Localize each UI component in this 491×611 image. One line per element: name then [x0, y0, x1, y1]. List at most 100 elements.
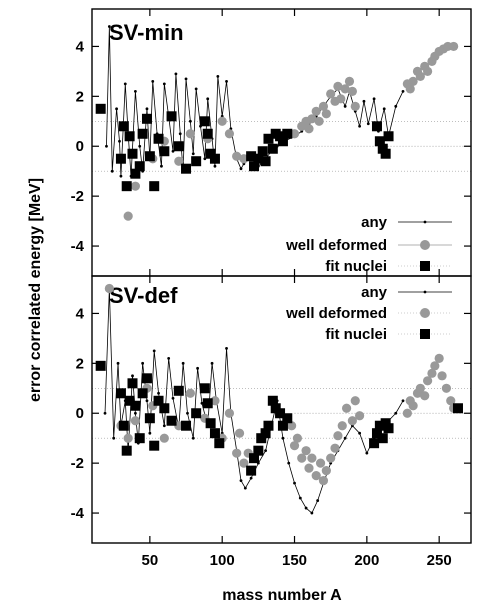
data-point [115, 388, 126, 399]
data-point [358, 124, 362, 128]
data-point [402, 408, 412, 418]
y-tick-label: -4 [71, 505, 85, 522]
legend-label-any: any [361, 214, 388, 231]
x-tick-label: 200 [354, 552, 379, 569]
data-point [318, 476, 329, 486]
data-point [383, 423, 394, 434]
data-point [394, 104, 398, 108]
data-point [371, 428, 382, 439]
data-point [423, 376, 433, 386]
data-point [239, 458, 249, 468]
data-point [103, 411, 107, 415]
data-point [321, 109, 331, 119]
data-point [124, 395, 135, 406]
legend-label-well-deformed: well deformed [285, 237, 387, 254]
data-point [239, 167, 243, 171]
data-point [437, 371, 447, 381]
data-point [173, 141, 184, 152]
series-line [106, 26, 404, 177]
data-point [315, 458, 326, 468]
data-point [181, 420, 192, 431]
data-point [333, 431, 343, 441]
data-point [112, 436, 116, 440]
data-point [249, 161, 260, 172]
data-point [144, 413, 155, 424]
data-point [196, 366, 199, 370]
data-point [355, 411, 365, 421]
data-point [224, 129, 235, 139]
data-point [191, 436, 195, 440]
plot-frame [91, 275, 472, 544]
series-fit-nuclei [95, 360, 463, 476]
data-point [134, 161, 145, 172]
legend: any well deformed fit nuclei [285, 214, 452, 275]
data-point [374, 136, 385, 147]
data-point [267, 395, 278, 406]
data-point [277, 136, 288, 147]
panel-title: SV-def [109, 283, 178, 308]
data-point [289, 441, 300, 451]
data-point [153, 395, 164, 406]
data-point [408, 76, 418, 86]
data-point [415, 383, 425, 393]
y-axis-title-group: error correlated energy [MeV] [27, 178, 44, 402]
data-point [130, 400, 141, 411]
data-point [224, 408, 235, 418]
data-point [174, 72, 178, 76]
panel-sv-def: SV-def any well deformed fit nuclei -4 -2… [71, 275, 472, 569]
data-point [365, 451, 369, 455]
data-point [369, 438, 380, 449]
data-point [374, 420, 385, 431]
data-point [130, 168, 141, 179]
data-point [249, 453, 260, 464]
data-point [326, 453, 336, 463]
data-point [145, 399, 149, 403]
data-point [253, 445, 264, 456]
data-point [162, 82, 166, 86]
data-point [321, 466, 331, 476]
legend-label-well-deformed: well deformed [285, 305, 387, 322]
data-point [119, 174, 123, 178]
data-point [249, 476, 253, 480]
data-point [149, 181, 160, 192]
y-tick-label: 0 [76, 138, 84, 155]
data-point [173, 385, 184, 396]
y-tick-label: 0 [76, 405, 84, 422]
data-point [205, 418, 216, 429]
data-point [307, 114, 317, 124]
data-point [394, 411, 398, 415]
data-point [167, 356, 171, 360]
y-axis-title: error correlated energy [MeV] [27, 178, 44, 402]
data-point [304, 463, 314, 473]
x-tick-label: 150 [282, 552, 307, 569]
data-point [181, 163, 192, 174]
data-point [282, 128, 293, 139]
legend-swatch-fit-nuclei [398, 329, 452, 339]
data-point [263, 420, 274, 431]
data-point [377, 433, 388, 444]
data-point [115, 107, 118, 111]
data-point [239, 479, 243, 483]
data-point [203, 157, 207, 161]
data-point [298, 496, 302, 500]
data-point [214, 438, 225, 449]
legend-swatch-well-deformed [398, 308, 452, 318]
data-point [287, 421, 297, 431]
data-point [358, 431, 362, 435]
data-point [441, 383, 452, 393]
data-point [152, 349, 156, 353]
data-point [118, 139, 121, 143]
data-point [188, 119, 192, 123]
data-point [171, 396, 175, 400]
data-point [318, 101, 329, 111]
data-point [159, 403, 170, 414]
data-point [178, 132, 182, 136]
data-point [206, 97, 210, 101]
data-point [243, 486, 247, 490]
x-tick-label: 250 [427, 552, 452, 569]
x-tick-label: 100 [210, 552, 235, 569]
data-point [213, 164, 217, 168]
data-point [216, 74, 220, 78]
data-point [344, 76, 355, 86]
data-point [131, 374, 134, 378]
